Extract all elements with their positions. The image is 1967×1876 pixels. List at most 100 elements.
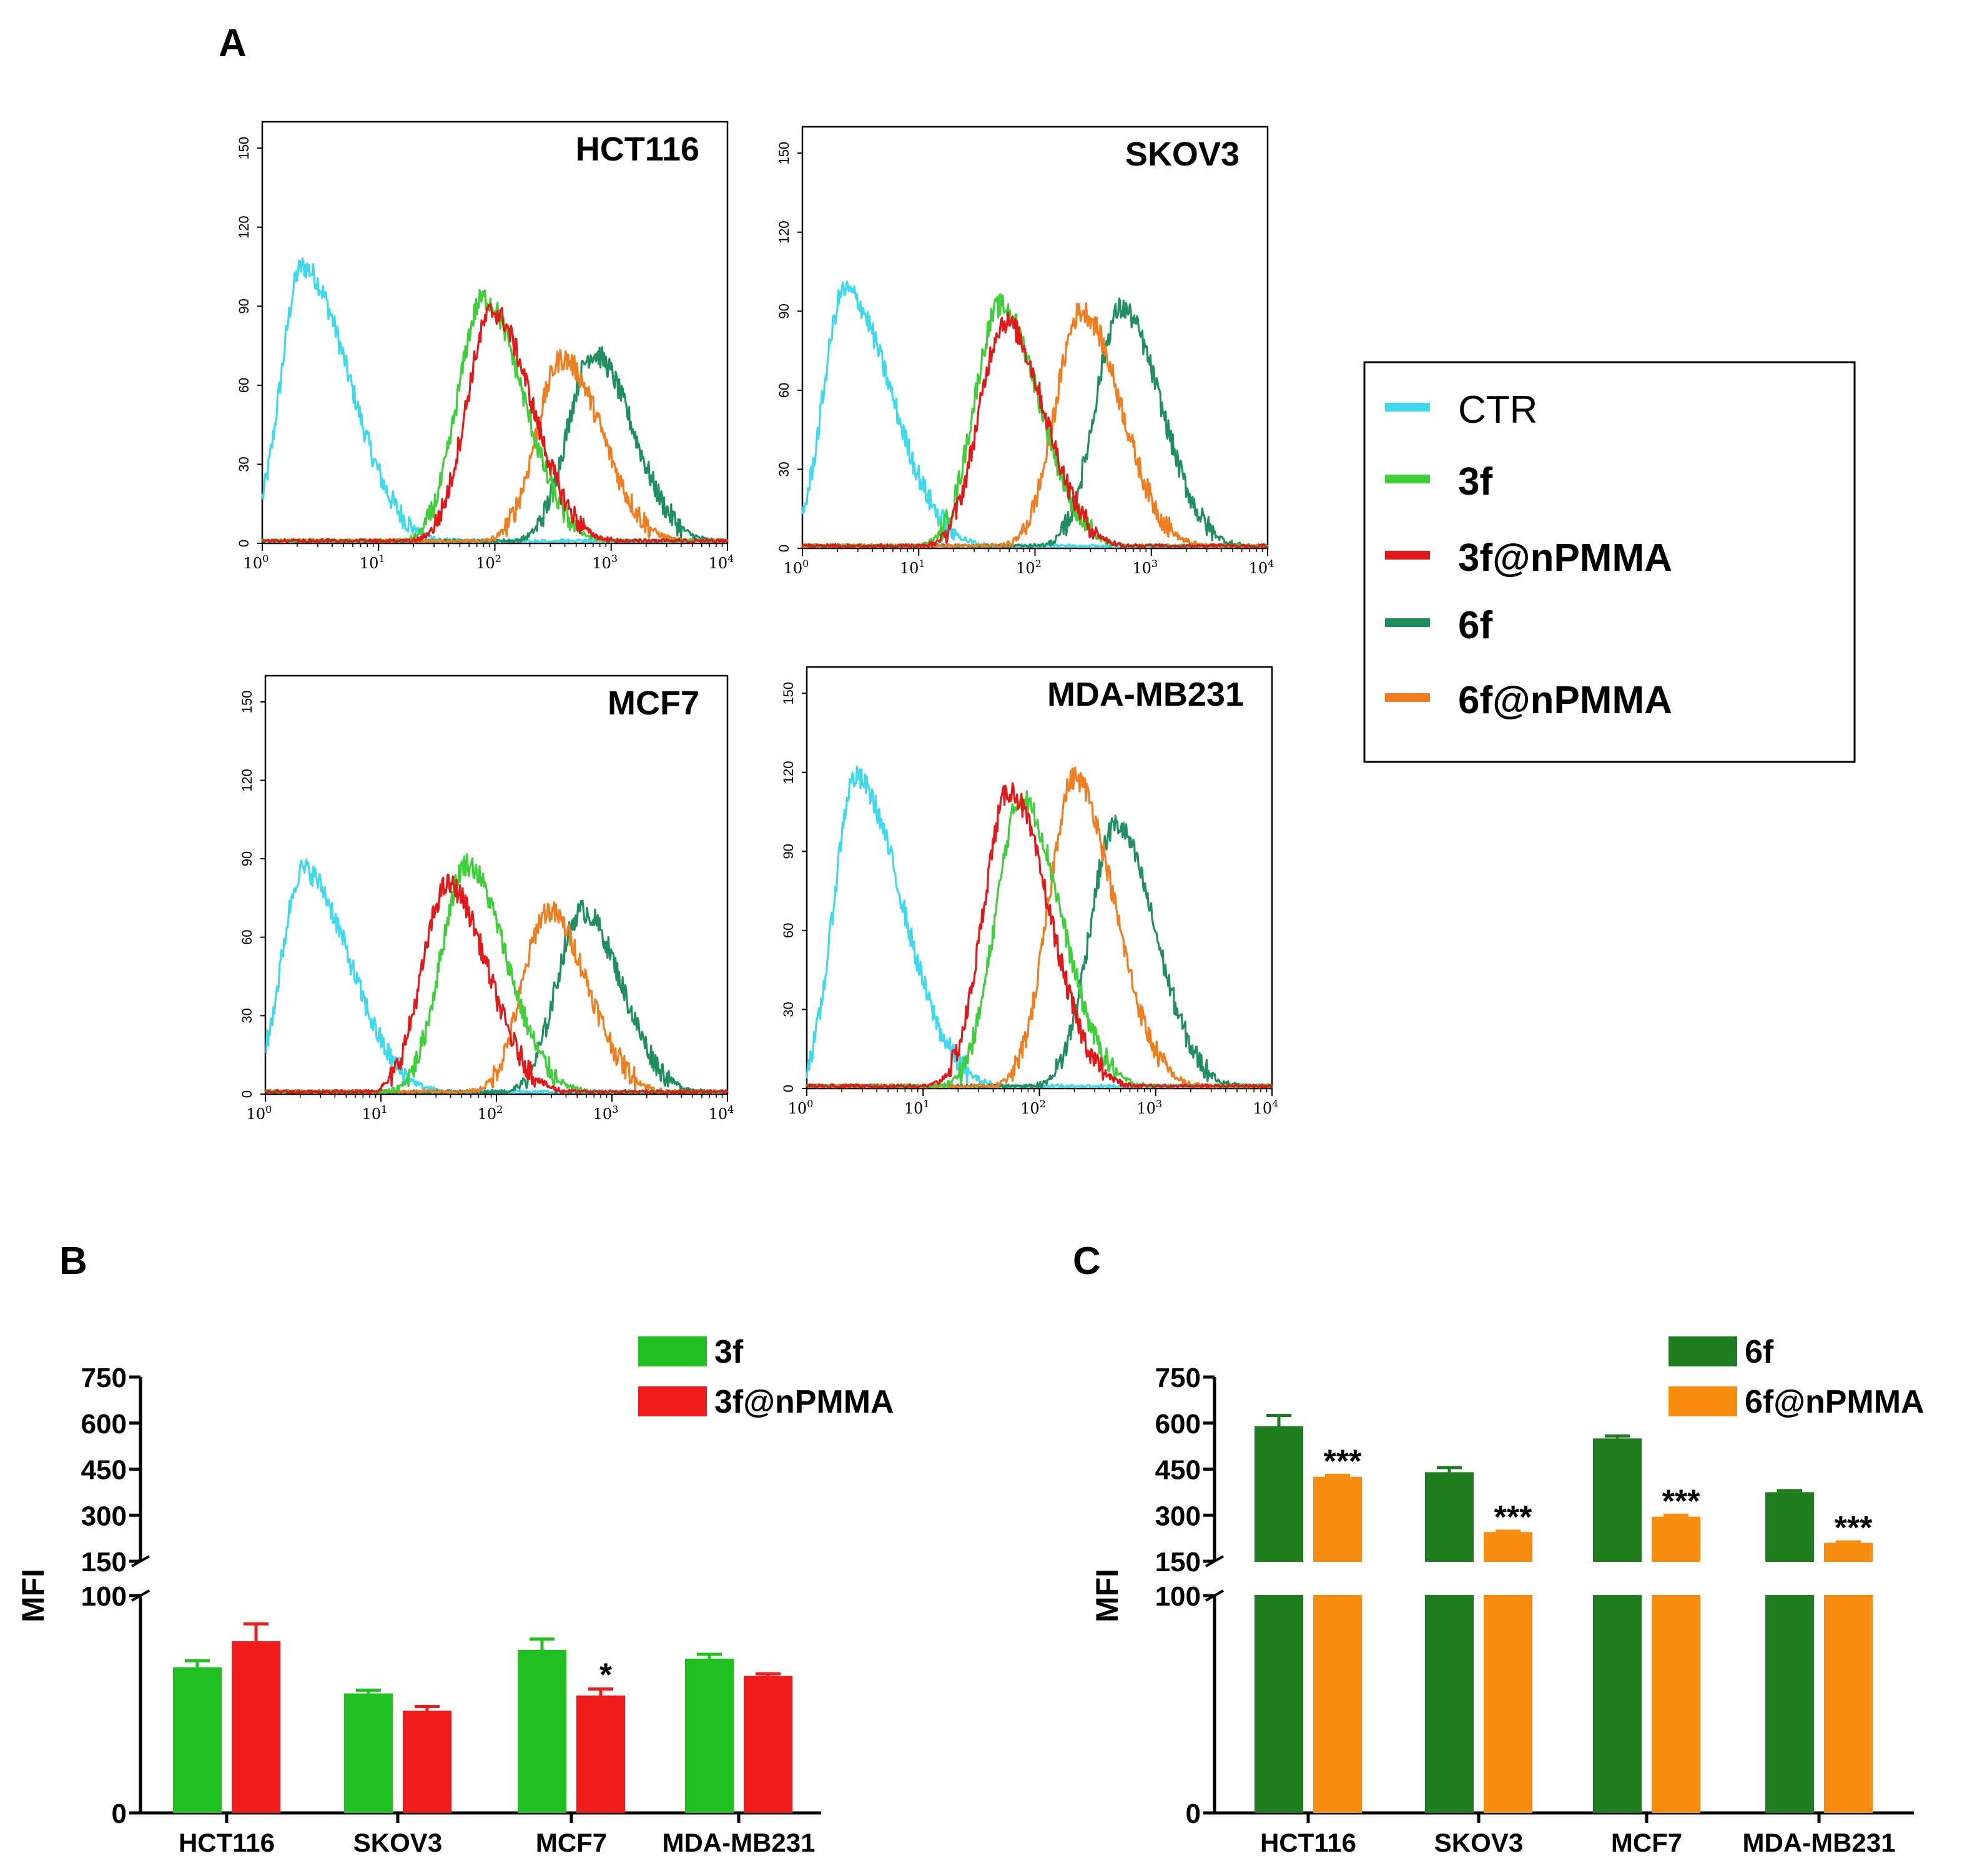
histogram-legend: CTR 3f 3f@nPMMA 6f 6f@nPMMA [1363,361,1856,763]
y-tick-label: 60 [236,378,252,393]
y-tick-label: 90 [236,299,252,313]
x-tick-exponent: 2 [495,553,501,565]
x-tick-label: 103 [593,1103,619,1123]
y-tick-label: 0 [236,540,252,547]
bar-legend-swatch [1669,1336,1737,1366]
x-tick-exponent: 4 [1268,558,1274,570]
legend-swatch-CTR [1385,403,1430,412]
bar-break-gap [1424,1562,1475,1595]
x-tick-exponent: 1 [923,1098,929,1110]
y-tick-label: 60 [781,923,796,938]
x-tick-exponent: 3 [1151,558,1158,570]
x-tick-exponent: 3 [1156,1098,1162,1110]
bar-chart-b: 0 100 150 300 450 600 750 MFI HCT116 SKOV3 MCF7 MDA… [16,1334,894,1857]
y-tick-label: 750 [81,1363,127,1393]
x-tick-exponent: 1 [919,558,925,570]
x-tick-exponent: 4 [1272,1098,1278,1110]
histogram-title: MCF7 [608,684,699,722]
x-tick-label: 103 [592,553,618,572]
plot-frame [806,666,1273,1090]
x-tick-exponent: 0 [262,553,269,565]
legend-swatch-6f [1385,618,1430,627]
y-axis-label: MFI [16,1569,51,1622]
bar-6f [1765,1492,1814,1813]
panel-letter-c: C [1073,1240,1101,1283]
bar-3f [173,1667,222,1813]
x-tick-exponent: 0 [802,558,809,570]
bar-legend-swatch [638,1336,707,1366]
significance-marker: *** [1835,1510,1873,1546]
y-tick-label: 150 [236,137,252,160]
y-tick-label: 120 [781,761,796,784]
legend-label: 6f [1458,604,1492,647]
bar-3f [685,1658,734,1813]
bar-break-gap [1482,1562,1534,1595]
y-tick-label: 0 [112,1799,127,1829]
x-tick-label: 100 [788,1098,814,1117]
x-tick-exponent: 3 [612,1103,618,1115]
y-tick-label: 150 [1155,1547,1201,1577]
y-tick-label: 60 [239,930,255,945]
y-tick-label: 0 [776,545,792,552]
y-tick-label: 150 [239,691,255,714]
y-tick-label: 120 [776,220,792,244]
x-tick-exponent: 1 [378,553,385,565]
bar-6f-nPMMA [1313,1476,1362,1813]
y-tick-label: 120 [239,769,255,792]
x-tick-exponent: 0 [265,1103,272,1115]
x-tick-exponent: 2 [1035,558,1042,570]
x-tick-label: 101 [900,558,925,577]
y-tick-label: 100 [81,1581,127,1612]
panel-letter-b: B [59,1240,87,1283]
histogram-series-3f-nPMMA [262,303,728,543]
x-tick-label: MDA-MB231 [662,1828,815,1857]
x-tick-label: SKOV3 [353,1828,442,1857]
bar-3f-nPMMA [744,1676,792,1813]
bar-legend-label: 6f [1745,1334,1774,1370]
x-tick-label: HCT116 [179,1828,275,1857]
x-tick-label: 104 [709,553,734,572]
bar-legend-label: 3f@nPMMA [714,1384,894,1420]
y-tick-label: 30 [776,462,792,476]
plot-frame [801,126,1269,550]
x-tick-exponent: 1 [381,1103,387,1115]
legend-box [1363,361,1856,763]
x-tick-label: SKOV3 [1434,1828,1523,1857]
x-tick-exponent: 3 [611,553,618,565]
histogram-series-3f-nPMMA [806,782,1273,1089]
significance-marker: *** [1494,1499,1532,1536]
y-tick-label: 300 [1155,1501,1201,1531]
bar-break-gap [1592,1562,1643,1595]
x-tick-exponent: 4 [727,1103,734,1115]
bar-legend-label: 6f@nPMMA [1745,1384,1925,1420]
y-tick-label: 100 [1155,1581,1201,1612]
significance-marker: *** [1324,1443,1362,1479]
y-axis-label: MFI [1090,1569,1125,1622]
bar-break-gap [1312,1562,1363,1595]
legend-label: 6f@nPMMA [1458,679,1672,722]
x-tick-exponent: 2 [1040,1098,1046,1110]
bar-break-gap [1253,1562,1304,1595]
x-tick-exponent: 0 [807,1098,813,1110]
bar-break-gap [1650,1562,1702,1595]
y-tick-label: 450 [1155,1455,1201,1486]
x-tick-label: 100 [247,1103,272,1123]
legend-swatch-3f-nPMMA [1385,551,1430,560]
x-tick-label: 101 [362,1103,388,1123]
significance-marker: * [599,1657,613,1694]
histogram-title: HCT116 [576,131,699,168]
histogram-title: SKOV3 [1125,136,1240,173]
x-tick-label: 103 [1136,1098,1162,1117]
y-tick-label: 90 [776,304,792,318]
y-tick-label: 450 [81,1455,127,1486]
histogram-series-3f-nPMMA [265,874,729,1094]
y-tick-label: 0 [239,1090,255,1098]
y-tick-label: 600 [81,1409,127,1439]
y-tick-label: 30 [236,457,252,471]
x-tick-label: 102 [1020,1098,1046,1117]
y-tick-label: 90 [781,844,796,859]
histogram-title: MDA-MB231 [1047,676,1244,713]
